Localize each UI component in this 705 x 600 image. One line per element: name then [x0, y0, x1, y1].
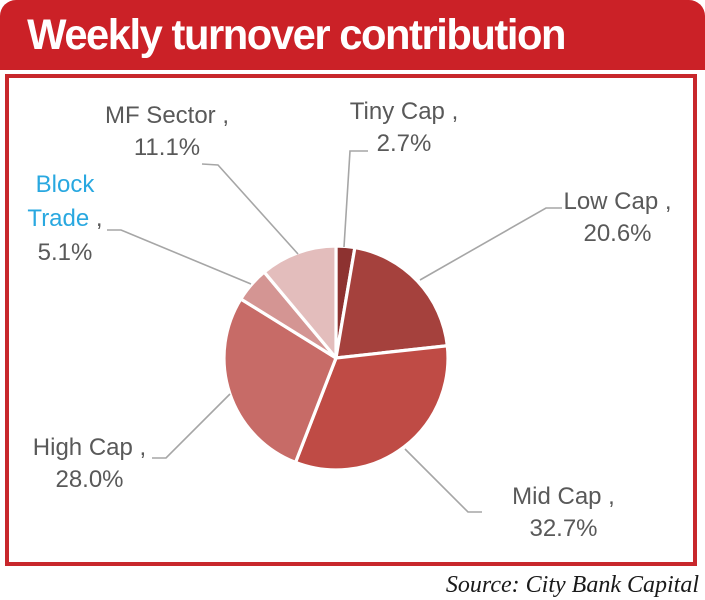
chart-title: Weekly turnover contribution [27, 10, 566, 59]
label-mid-cap: Mid Cap , 32.7% [486, 481, 641, 545]
pie-slice-low-cap [334, 246, 449, 360]
label-low-cap-pct: 20.6% [583, 220, 652, 247]
leader-line-block-trade [107, 229, 252, 285]
leader-line-tiny-cap [343, 150, 368, 248]
label-block-trade-text1: Block [35, 171, 95, 198]
label-mf-sector-name: MF Sector , [104, 102, 230, 129]
label-mf-sector-pct: 11.1% [133, 134, 201, 161]
label-block-trade: Block Trade , 5.1% [8, 168, 122, 270]
label-low-cap-name: Low Cap , [563, 188, 672, 215]
label-high-cap-name: High Cap , [32, 434, 147, 461]
leader-line-mid-cap [404, 448, 482, 513]
label-block-trade-comma: , [89, 205, 103, 232]
label-mid-cap-pct: 32.7% [529, 515, 598, 542]
label-mid-cap-name: Mid Cap , [512, 483, 615, 510]
label-low-cap: Low Cap , 20.6% [540, 186, 695, 250]
leader-line-high-cap [152, 393, 231, 459]
leader-line-mf-sector [201, 163, 299, 255]
label-block-trade-word2: Trade , [8, 202, 122, 236]
label-block-trade-pct: 5.1% [37, 239, 93, 266]
label-block-trade-text2: Trade [27, 205, 90, 232]
label-tiny-cap-name: Tiny Cap , [349, 98, 459, 125]
header-banner: Weekly turnover contribution [0, 0, 705, 70]
label-high-cap-pct: 28.0% [55, 466, 124, 493]
pie-slice-high-cap [222, 297, 338, 465]
pie-slice-mid-cap [293, 344, 450, 472]
label-tiny-cap-pct: 2.7% [376, 130, 432, 157]
label-tiny-cap: Tiny Cap , 2.7% [334, 96, 474, 160]
label-high-cap: High Cap , 28.0% [12, 432, 167, 496]
chart-frame [5, 74, 697, 566]
source-credit: Source: City Bank Capital [445, 572, 699, 598]
label-mf-sector: MF Sector , 11.1% [88, 100, 246, 164]
label-block-trade-word1: Block [8, 168, 122, 202]
leader-line-low-cap [419, 207, 562, 281]
